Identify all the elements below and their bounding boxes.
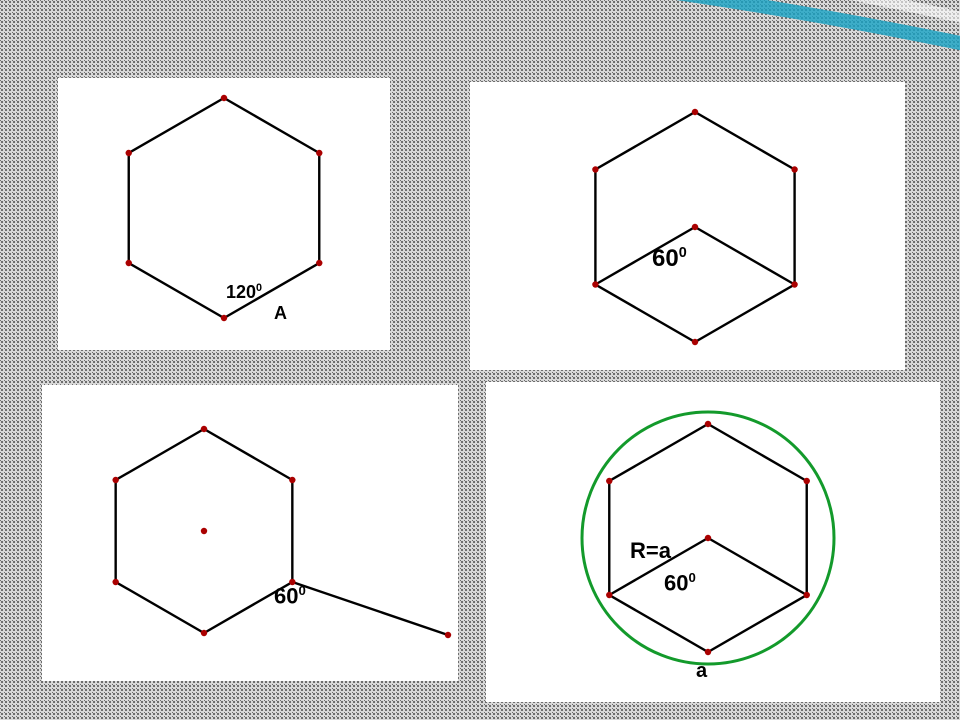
angle-label: 1200 (226, 282, 262, 303)
slide-stage: 1200 А 600 600 R=a 600 a (0, 0, 960, 720)
hexagon-panel-circumscribed: R=a 600 a (486, 382, 940, 702)
angle-label: R=a (630, 538, 671, 564)
hexagon-panel-exterior-angle: 600 (42, 385, 458, 681)
hexagon-panel-central-triangle: 600 (470, 82, 905, 370)
angle-label: 600 (274, 583, 306, 609)
angle-label: 600 (664, 570, 696, 596)
angle-label: 600 (652, 245, 687, 273)
hexagon-panel-interior-angle: 1200 А (58, 78, 390, 350)
angle-label: a (696, 660, 707, 683)
angle-label: А (274, 303, 287, 324)
